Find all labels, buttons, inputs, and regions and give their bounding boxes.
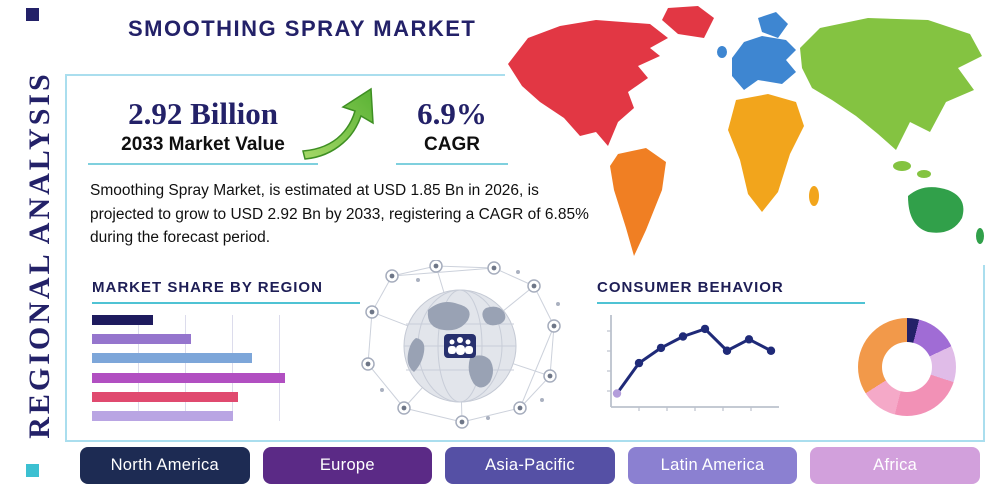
continent-asia	[800, 18, 982, 150]
cagr-value: 6.9%	[417, 96, 487, 131]
bar-4	[92, 391, 239, 402]
bar-0	[92, 315, 154, 325]
globe-continents	[407, 302, 506, 388]
continent-uk	[717, 46, 727, 58]
cagr-block: 6.9% CAGR	[396, 96, 508, 165]
line-point-7	[766, 346, 776, 355]
donut-chart	[858, 318, 956, 416]
panel-border-top	[65, 74, 505, 76]
line-point-5	[722, 346, 732, 355]
region-button-latin-america[interactable]: Latin America	[627, 447, 798, 484]
panel-border-left	[65, 74, 67, 442]
continent-africa	[728, 94, 804, 212]
market-description: Smoothing Spray Market, is estimated at …	[90, 182, 589, 247]
growth-arrow-icon	[302, 87, 374, 160]
line-point-2	[656, 343, 666, 353]
continent-north-america	[508, 20, 668, 146]
region-button-north-america[interactable]: North America	[80, 447, 250, 484]
market-value-block: 2.92 Billion 2033 Market Value	[88, 96, 318, 165]
world-map	[508, 6, 984, 256]
market-value: 2.92 Billion	[128, 96, 278, 131]
market-share-bar-chart	[92, 315, 304, 421]
panel-border-bottom	[65, 440, 985, 442]
page-title: SMOOTHING SPRAY MARKET	[128, 16, 477, 41]
consumer-behavior-line-chart	[607, 315, 779, 411]
region-button-africa[interactable]: Africa	[810, 447, 980, 484]
region-button-europe[interactable]: Europe	[262, 447, 433, 484]
continent-indonesia	[893, 161, 911, 171]
region-button-asia-pacific[interactable]: Asia-Pacific	[445, 447, 615, 484]
bar-1	[92, 334, 191, 345]
cagr-label: CAGR	[396, 134, 508, 165]
continent-greenland	[662, 6, 714, 38]
line-point-4	[700, 324, 710, 334]
line-point-1	[634, 358, 644, 368]
line-point-0	[612, 389, 622, 398]
region-buttons-row: North America Europe Asia-Pacific Latin Ame…	[80, 447, 980, 484]
decor-square-top	[26, 8, 39, 21]
market-value-label: 2033 Market Value	[88, 134, 318, 165]
network-nodes	[361, 260, 561, 429]
people-icon	[444, 334, 476, 358]
decor-square-bottom	[26, 464, 39, 477]
continent-scandinavia	[758, 12, 788, 38]
globe-network-illustration	[361, 260, 561, 429]
market-share-heading: MARKET SHARE BY REGION	[92, 279, 360, 304]
bar-3	[92, 372, 286, 383]
continent-new-zealand	[976, 228, 984, 244]
continent-south-america	[610, 148, 666, 256]
continent-madagascar	[809, 186, 819, 206]
continent-indonesia-2	[917, 170, 931, 178]
bar-2	[92, 353, 253, 364]
continent-australia	[908, 187, 964, 233]
continent-europe	[732, 36, 796, 90]
line-point-6	[744, 335, 754, 344]
line-point-3	[678, 332, 688, 341]
bar-5	[92, 410, 234, 421]
side-label: REGIONAL ANALYSIS	[23, 71, 56, 439]
consumer-behavior-heading: CONSUMER BEHAVIOR	[597, 279, 865, 304]
panel-border-right	[983, 265, 985, 442]
